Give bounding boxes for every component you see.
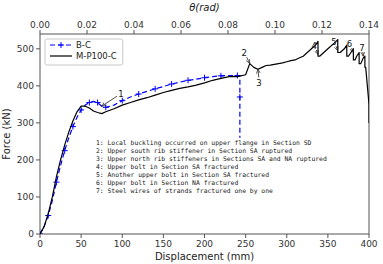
- x-tick: [81, 234, 82, 238]
- y-tick: [36, 159, 40, 160]
- annotation-arrow: [257, 69, 259, 77]
- x2-axis-title: θ(rad): [189, 2, 220, 13]
- x2-tick: [369, 30, 370, 34]
- y-tick: [36, 234, 40, 235]
- note-line: 3: Upper north rib stiffeners in Section…: [96, 155, 327, 163]
- x-tick-label: 400: [360, 239, 377, 249]
- legend-box: [45, 39, 123, 65]
- x2-tick-label: 0.02: [77, 20, 97, 30]
- x2-tick-label: 0.04: [124, 20, 144, 30]
- series-line: [40, 40, 369, 234]
- x-tick-label: 200: [196, 239, 213, 249]
- annotation-arrow: [362, 52, 364, 56]
- x2-tick: [134, 30, 135, 34]
- annotation-arrow: [102, 96, 117, 106]
- y-tick-label: 400: [17, 81, 34, 91]
- x-tick-label: 350: [319, 239, 336, 249]
- x-tick-label: 150: [155, 239, 172, 249]
- note-line: 1: Local buckling occurred on upper flan…: [96, 139, 312, 147]
- x-tick: [369, 234, 370, 238]
- series-marker: [95, 100, 101, 106]
- x2-tick: [275, 30, 276, 34]
- legend-swatch: [50, 55, 72, 56]
- y-tick: [36, 122, 40, 123]
- annotation-text: 1: [118, 89, 123, 99]
- x-tick: [40, 234, 41, 238]
- note-line: 5: Another upper bolt in Section SA frac…: [96, 171, 269, 179]
- x2-tick: [228, 30, 229, 34]
- x-tick-label: 100: [114, 239, 131, 249]
- x2-tick-label: 0.14: [359, 20, 379, 30]
- x-tick: [122, 234, 123, 238]
- x2-tick: [87, 30, 88, 34]
- note-line: 7: Steel wires of strands fractured one …: [96, 187, 273, 195]
- x-tick-label: 50: [75, 239, 87, 249]
- y-tick: [36, 196, 40, 197]
- x-tick-label: 250: [237, 239, 254, 249]
- legend-label: M-P100-C: [76, 51, 117, 61]
- note-line: 6: Upper bolt in Section NA fractured: [96, 179, 239, 187]
- series-marker: [152, 86, 158, 92]
- x2-tick-label: 0.08: [218, 20, 238, 30]
- x-tick: [163, 234, 164, 238]
- x2-tick-label: 0.00: [30, 20, 50, 30]
- series-marker: [237, 94, 243, 100]
- x2-tick: [322, 30, 323, 34]
- x-tick: [204, 234, 205, 238]
- legend-marker: [58, 42, 64, 48]
- annotation-arrow: [247, 57, 250, 63]
- annotation-text: 5: [331, 37, 336, 47]
- plot-area: [40, 40, 369, 234]
- note-line: 2: Upper south rib stiffener in Section …: [96, 147, 292, 155]
- annotation-text: 2: [242, 48, 247, 58]
- legend-label: B-C: [76, 40, 91, 50]
- annotation-text: 3: [256, 78, 261, 88]
- y-tick-label: 0: [28, 229, 34, 239]
- y-tick-label: 300: [17, 118, 34, 128]
- annotation-text: 7: [359, 43, 364, 53]
- y-tick-label: 200: [17, 155, 34, 165]
- x-axis-title: Displacement (mm): [155, 251, 254, 262]
- series-marker: [136, 91, 142, 97]
- x2-tick-label: 0.10: [265, 20, 285, 30]
- y-tick: [36, 85, 40, 86]
- series-marker: [86, 100, 92, 106]
- x-tick-label: 0: [37, 239, 43, 249]
- y-tick-label: 100: [17, 192, 34, 202]
- x2-tick-label: 0.12: [312, 20, 332, 30]
- series-marker: [234, 72, 240, 78]
- x2-tick-label: 0.06: [171, 20, 191, 30]
- x-tick: [286, 234, 287, 238]
- x-tick-label: 300: [278, 239, 295, 249]
- x2-tick: [40, 30, 41, 34]
- chart: 0501001502002503003504000.000.020.040.06…: [0, 0, 383, 264]
- y-tick: [36, 48, 40, 49]
- series-marker: [185, 77, 191, 83]
- plot-frame: [40, 34, 369, 234]
- series-marker: [202, 75, 208, 81]
- x-tick: [245, 234, 246, 238]
- y-tick-label: 500: [17, 44, 34, 54]
- series-marker: [169, 81, 175, 87]
- y-axis-title: Force (kN): [1, 108, 12, 159]
- legend: B-CM-P100-C: [45, 39, 123, 65]
- x2-tick: [181, 30, 182, 34]
- annotation-text: 6: [347, 39, 352, 49]
- annotation-text: 4: [311, 41, 316, 51]
- note-line: 4: Upper bolt in Section SA fractured: [96, 163, 239, 171]
- x-tick: [327, 234, 328, 238]
